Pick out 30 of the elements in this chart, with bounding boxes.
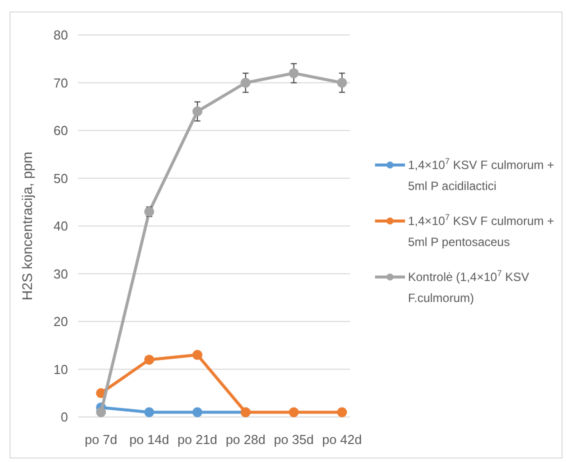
point [192, 407, 202, 418]
y-tick-label: 0 [60, 410, 68, 425]
y-tick-label: 70 [54, 75, 68, 90]
point [96, 407, 106, 418]
x-tick-label: po 21d [178, 432, 218, 447]
y-tick-label: 30 [54, 266, 68, 282]
y-tick-label: 80 [54, 28, 68, 43]
text: Kontrolė (1,4×10$^{7}$ KSV F.culmorum) [408, 268, 530, 306]
x-tick-label: po 14d [129, 432, 170, 447]
x-tick-label: po 42d [322, 432, 362, 447]
point [144, 407, 154, 418]
legend-label: 1,4×10$^{7}$ KSV F culmorum + 5ml P acidilactici [408, 156, 554, 194]
x-tick-label: po 35d [274, 432, 314, 447]
x-tick-label: po 28d [226, 432, 266, 447]
y-tick-label: 40 [54, 218, 68, 234]
point [192, 106, 202, 116]
point [144, 354, 154, 365]
x-tick-label: po 7d [84, 432, 118, 447]
y-tick-label: 10 [54, 362, 68, 377]
y-axis-title: H2S koncentracija, ppm [19, 152, 35, 300]
point [288, 68, 299, 78]
point [337, 407, 347, 418]
point [337, 78, 347, 88]
point [240, 78, 251, 88]
y-tick-label: 20 [54, 314, 68, 330]
legend-label: 1,4×10$^{7}$ KSV F culmorum + 5ml P pentosaceus [408, 212, 554, 250]
point [192, 350, 202, 360]
y-tick-label: 50 [54, 170, 68, 186]
point [288, 407, 299, 418]
y-tick-label: 60 [54, 123, 68, 138]
